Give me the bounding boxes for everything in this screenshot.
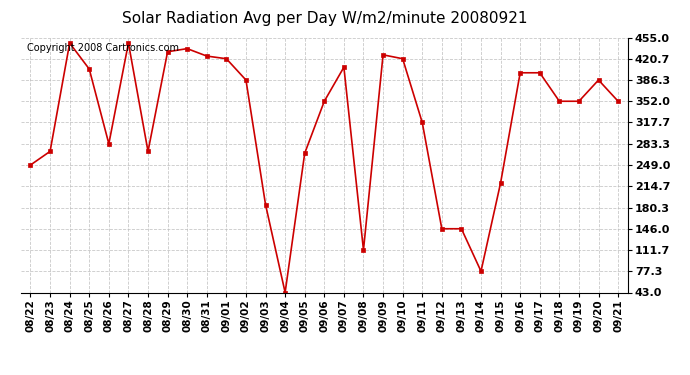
Text: Solar Radiation Avg per Day W/m2/minute 20080921: Solar Radiation Avg per Day W/m2/minute …: [121, 11, 527, 26]
Text: Copyright 2008 Cartronics.com: Copyright 2008 Cartronics.com: [27, 43, 179, 52]
